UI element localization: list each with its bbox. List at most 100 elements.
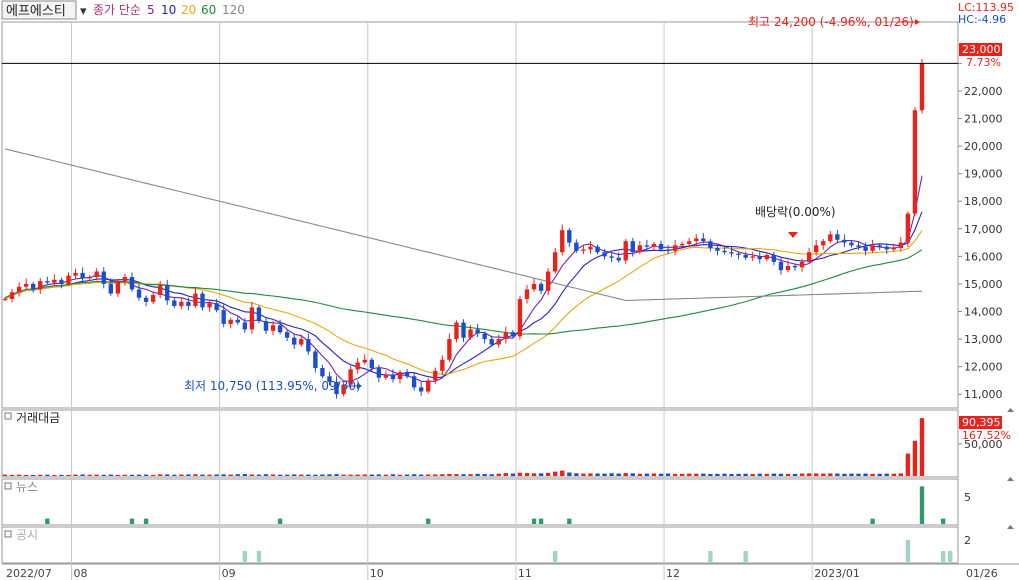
caret-icon[interactable]: ▾ (80, 4, 87, 19)
price-tick-label: 17,000 (964, 223, 1003, 236)
candle (150, 294, 156, 302)
candle (411, 376, 417, 388)
candle (567, 230, 572, 243)
candle (778, 261, 784, 271)
volume-bar (602, 473, 607, 476)
candle (186, 301, 191, 306)
volume-bar (623, 473, 628, 476)
volume-bar (143, 474, 149, 476)
candle (341, 384, 346, 395)
candle (792, 266, 798, 268)
volume-bar (898, 473, 904, 476)
news-panel-toggle[interactable] (4, 482, 12, 490)
candle (426, 380, 431, 392)
candle (701, 238, 706, 242)
candle (538, 283, 544, 291)
candle (122, 277, 128, 282)
candle (828, 234, 833, 242)
candle (369, 359, 374, 369)
news-bar (129, 518, 135, 524)
volume-bar (531, 473, 537, 476)
volume-bar (651, 473, 657, 476)
hc-label: HC:-4.96 (958, 13, 1006, 26)
disclosure-bar (242, 551, 248, 562)
candle (292, 337, 297, 345)
volume-bar (792, 473, 798, 476)
price-tick-label: 22,000 (964, 85, 1003, 98)
volume-bar (595, 473, 600, 476)
time-axis-label: 10 (370, 567, 384, 580)
volume-bar (538, 473, 544, 476)
candle (658, 243, 664, 250)
candle (249, 307, 255, 330)
volume-panel-toggle[interactable] (4, 412, 12, 420)
news-bar (919, 486, 925, 524)
volume-bar (517, 472, 523, 476)
volume-bar (249, 474, 255, 476)
candle (80, 272, 85, 279)
ma5-label: 5 (147, 3, 155, 17)
candle (672, 245, 678, 251)
candle (602, 252, 607, 257)
candle (284, 332, 290, 338)
candle (270, 325, 276, 331)
panel-up-icon[interactable] (1007, 525, 1014, 529)
volume-bar (891, 473, 896, 476)
candle (390, 374, 396, 380)
low-annotation: 최저 10,750 (113.95%, 09/30) (184, 379, 361, 393)
candle (143, 297, 149, 302)
candle (849, 242, 854, 246)
candle (16, 286, 22, 293)
volume-bar (821, 473, 826, 476)
volume-bar (616, 473, 621, 476)
candle (651, 243, 657, 247)
time-axis-label: 01/26 (966, 567, 998, 580)
news-bar (567, 518, 572, 524)
volume-bar (418, 474, 424, 476)
volume-bar (708, 473, 713, 476)
volume-bar (658, 473, 664, 476)
disclosure-panel-toggle[interactable] (4, 530, 12, 538)
candle (115, 281, 121, 294)
volume-bar (545, 472, 551, 476)
candle (45, 281, 50, 283)
volume-panel-title: 거래대금 (16, 411, 60, 425)
candle (165, 285, 170, 301)
candle (588, 246, 593, 250)
candle (531, 283, 537, 290)
volume-bar (743, 473, 748, 476)
candle (468, 329, 473, 338)
candle (884, 246, 889, 250)
candle (454, 322, 459, 340)
panel-up-icon[interactable] (1007, 408, 1014, 412)
candle (715, 248, 720, 251)
candle (736, 253, 741, 255)
disclosure-panel-frame (1, 526, 959, 564)
volume-bar (115, 474, 121, 476)
candle (743, 254, 748, 258)
volume-bar (122, 474, 128, 476)
candle (814, 245, 819, 253)
volume-bar (277, 474, 283, 476)
panel-up-icon[interactable] (1007, 477, 1014, 481)
volume-bar (665, 473, 671, 476)
volume-bar (150, 474, 156, 476)
volume-bar (186, 474, 191, 476)
volume-bar (609, 473, 614, 476)
candle (299, 339, 304, 345)
candle (545, 271, 551, 291)
stock-name-box[interactable] (1, 0, 77, 20)
high-annotation: 최고 24,200 (-4.96%, 01/26) (748, 15, 914, 29)
time-axis-label: 08 (74, 567, 88, 580)
candle (397, 372, 403, 380)
volume-bar (496, 473, 501, 476)
candle (842, 239, 847, 243)
volume-bar (320, 474, 325, 476)
volume-bar (348, 474, 353, 476)
candle (616, 257, 621, 261)
candle (383, 374, 389, 378)
volume-bar (433, 474, 438, 476)
candle (94, 271, 99, 278)
volume-bar (2, 474, 8, 476)
